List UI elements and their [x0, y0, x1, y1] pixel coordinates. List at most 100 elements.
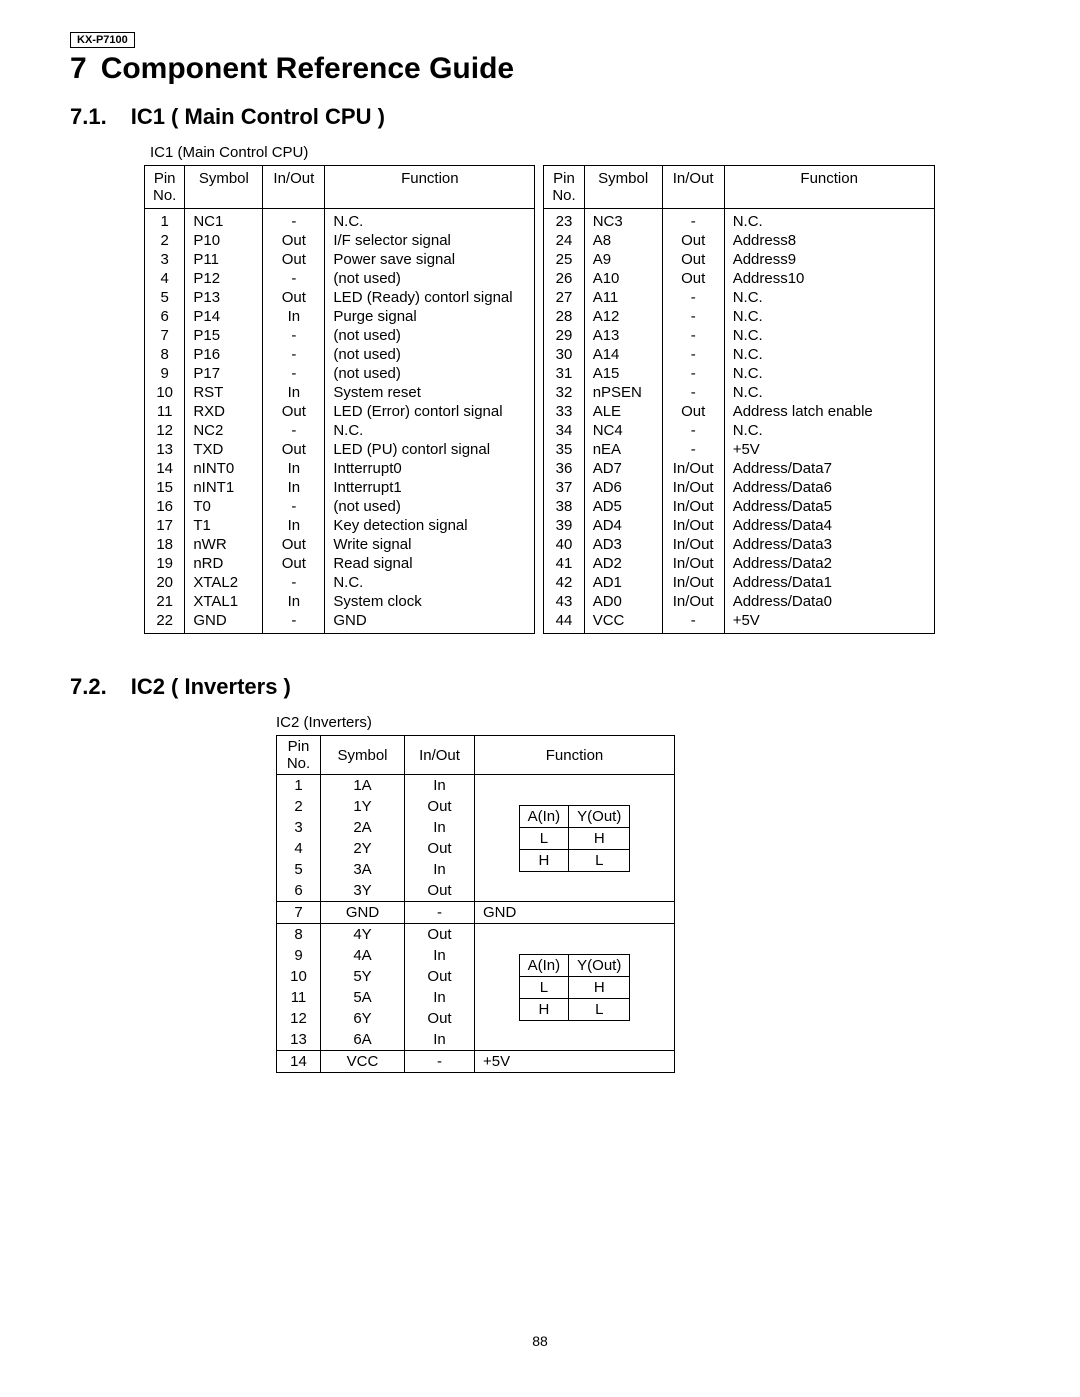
cell-pin: 27: [544, 288, 584, 307]
cell-symbol: P15: [185, 326, 263, 345]
table-row: 11RXDOutLED (Error) contorl signal: [145, 402, 535, 421]
cell-inout: In/Out: [662, 592, 724, 611]
table-row: 19nRDOutRead signal: [145, 554, 535, 573]
table-row: 34NC4-N.C.: [544, 421, 934, 440]
cell-function: Power save signal: [325, 250, 535, 269]
th-fn: Function: [724, 166, 934, 209]
cell-symbol: 5A: [321, 987, 405, 1008]
cell-pin: 32: [544, 383, 584, 402]
section-7-2-heading: 7.2.IC2 ( Inverters ): [70, 674, 1010, 700]
cell-function: (not used): [325, 345, 535, 364]
cell-symbol: P14: [185, 307, 263, 326]
table-row: 24A8OutAddress8: [544, 231, 934, 250]
ic1-table-right: Pin No. Symbol In/Out Function 23NC3-N.C…: [543, 165, 934, 634]
cell-symbol: nRD: [185, 554, 263, 573]
table-row: 6P14InPurge signal: [145, 307, 535, 326]
cell-symbol: 4A: [321, 945, 405, 966]
cell-inout: -: [662, 307, 724, 326]
cell-function: Intterrupt0: [325, 459, 535, 478]
table-row: 10RSTInSystem reset: [145, 383, 535, 402]
cell-pin: 23: [544, 209, 584, 232]
cell-symbol: nWR: [185, 535, 263, 554]
cell-symbol: A13: [584, 326, 662, 345]
cell-inout: -: [263, 573, 325, 592]
cell-function: Key detection signal: [325, 516, 535, 535]
cell-inout: -: [263, 209, 325, 232]
cell-pin: 1: [277, 775, 321, 797]
th-sym: Symbol: [185, 166, 263, 209]
cell-symbol: AD6: [584, 478, 662, 497]
truth-cell: L: [569, 998, 630, 1020]
cell-inout: -: [662, 364, 724, 383]
cell-inout: In/Out: [662, 459, 724, 478]
cell-pin: 18: [145, 535, 185, 554]
cell-symbol: NC4: [584, 421, 662, 440]
cell-inout: Out: [405, 966, 475, 987]
cell-inout: -: [662, 345, 724, 364]
cell-pin: 14: [145, 459, 185, 478]
cell-symbol: nEA: [584, 440, 662, 459]
cell-symbol: A12: [584, 307, 662, 326]
cell-function: Address/Data4: [724, 516, 934, 535]
cell-inout: -: [263, 326, 325, 345]
cell-pin: 17: [145, 516, 185, 535]
table-row: 44VCC-+5V: [544, 611, 934, 634]
cell-pin: 7: [277, 902, 321, 924]
cell-pin: 10: [277, 966, 321, 987]
cell-symbol: 6Y: [321, 1008, 405, 1029]
cell-pin: 7: [145, 326, 185, 345]
cell-function: Address8: [724, 231, 934, 250]
th-io: In/Out: [662, 166, 724, 209]
cell-function: A(In)Y(Out)LHHL: [475, 775, 675, 902]
cell-inout: -: [263, 345, 325, 364]
cell-symbol: nPSEN: [584, 383, 662, 402]
cell-inout: Out: [405, 924, 475, 946]
cell-pin: 12: [145, 421, 185, 440]
cell-inout: In: [263, 516, 325, 535]
truth-h1: A(In): [519, 805, 569, 827]
cell-pin: 21: [145, 592, 185, 611]
cell-inout: Out: [662, 250, 724, 269]
cell-pin: 29: [544, 326, 584, 345]
table-row: 30A14-N.C.: [544, 345, 934, 364]
ic2-wrap: IC2 (Inverters) Pin No. Symbol In/Out Fu…: [270, 714, 1010, 1073]
cell-function: Address/Data0: [724, 592, 934, 611]
cell-inout: Out: [263, 250, 325, 269]
cell-symbol: nINT1: [185, 478, 263, 497]
table-row: 84YOutA(In)Y(Out)LHHL: [277, 924, 675, 946]
cell-function: GND: [325, 611, 535, 634]
cell-pin: 2: [145, 231, 185, 250]
cell-function: LED (Error) contorl signal: [325, 402, 535, 421]
table-row: 14nINT0InIntterrupt0: [145, 459, 535, 478]
cell-function: N.C.: [724, 421, 934, 440]
cell-pin: 13: [277, 1029, 321, 1051]
cell-symbol: AD3: [584, 535, 662, 554]
cell-symbol: TXD: [185, 440, 263, 459]
cell-inout: Out: [263, 231, 325, 250]
cell-pin: 11: [277, 987, 321, 1008]
th-pin: Pin No.: [145, 166, 185, 209]
cell-symbol: RXD: [185, 402, 263, 421]
cell-pin: 3: [277, 817, 321, 838]
cell-inout: In: [405, 987, 475, 1008]
cell-inout: In: [263, 478, 325, 497]
th-fn: Function: [475, 736, 675, 775]
table-row: 9P17-(not used): [145, 364, 535, 383]
th-sym: Symbol: [321, 736, 405, 775]
cell-symbol: A14: [584, 345, 662, 364]
model-badge: KX-P7100: [70, 32, 135, 48]
cell-function: N.C.: [325, 573, 535, 592]
th-io: In/Out: [405, 736, 475, 775]
cell-pin: 34: [544, 421, 584, 440]
cell-function: LED (Ready) contorl signal: [325, 288, 535, 307]
table-row: 39AD4In/OutAddress/Data4: [544, 516, 934, 535]
cell-symbol: XTAL1: [185, 592, 263, 611]
cell-symbol: T0: [185, 497, 263, 516]
cell-inout: -: [405, 902, 475, 924]
truth-cell: L: [519, 827, 569, 849]
cell-function: Address/Data5: [724, 497, 934, 516]
cell-function: N.C.: [724, 288, 934, 307]
cell-symbol: P13: [185, 288, 263, 307]
cell-inout: Out: [263, 402, 325, 421]
cell-inout: In: [405, 817, 475, 838]
